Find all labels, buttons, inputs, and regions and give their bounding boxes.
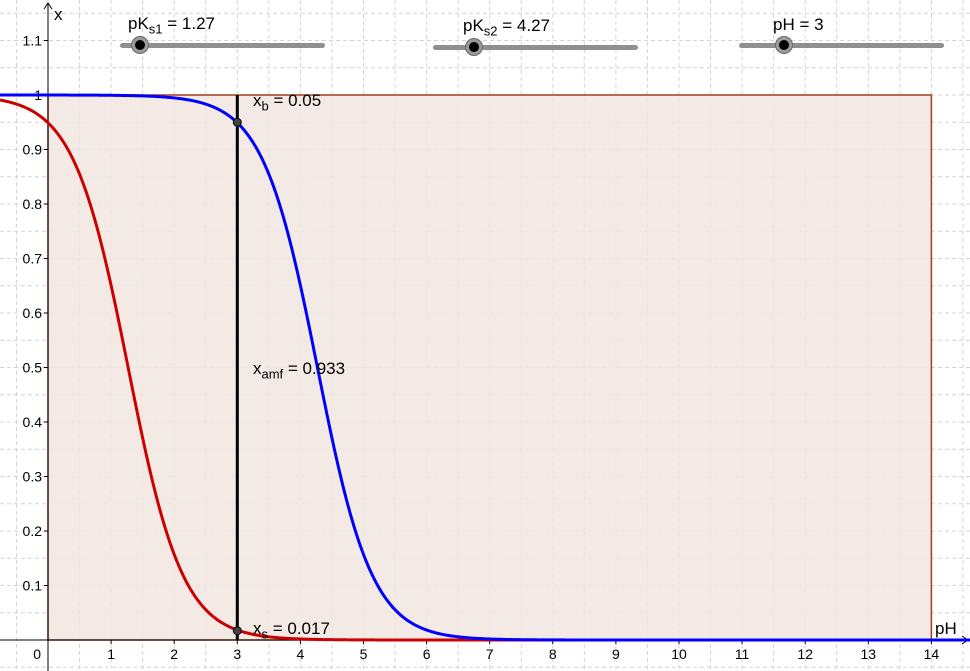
x-tick-label: 8 [549, 646, 557, 662]
slider-pks1-knob[interactable] [132, 37, 148, 53]
y-tick-label: 0.1 [23, 578, 43, 594]
y-tick-label: 0.3 [23, 469, 43, 485]
x-tick-label: 13 [861, 646, 877, 662]
label-xb: xb = 0.05 [253, 91, 321, 113]
slider-pks2-knob[interactable] [466, 39, 482, 55]
slider-ph-label-text: pH = 3 [773, 15, 824, 34]
slider-pks2-track[interactable] [433, 45, 638, 50]
y-tick-label: 1.1 [23, 33, 43, 49]
y-tick-label: 0.6 [23, 305, 43, 321]
x-tick-label: 12 [797, 646, 813, 662]
point-xs[interactable] [232, 626, 242, 636]
y-tick-label: 0.2 [23, 523, 43, 539]
slider-ph-track[interactable] [739, 43, 944, 48]
x-tick-label: 4 [297, 646, 305, 662]
x-tick-label: 3 [233, 646, 241, 662]
origin-label: 0 [33, 646, 41, 662]
y-axis-label: x [54, 5, 63, 24]
x-tick-label: 11 [735, 646, 750, 662]
slider-pks2-label: pKs2 = 4.27 [463, 16, 550, 38]
label-xs-sub: s [261, 626, 269, 642]
slider-pks1-label-value: = 1.27 [162, 14, 215, 33]
point-xb[interactable] [232, 117, 242, 127]
x-tick-label: 6 [423, 646, 431, 662]
y-tick-label: 0.7 [23, 251, 43, 267]
label-xs-value: = 0.017 [268, 619, 330, 638]
x-tick-label: 14 [924, 646, 940, 662]
y-tick-label: 0.9 [23, 142, 43, 158]
slider-pks2-label-value: = 4.27 [497, 16, 550, 35]
label-xamf-main: x [253, 359, 262, 378]
x-tick-label: 7 [486, 646, 494, 662]
slider-pks2[interactable] [433, 35, 638, 65]
label-xamf-value: = 0.933 [283, 359, 346, 378]
label-xs: xs = 0.017 [253, 619, 330, 641]
x-tick-label: 5 [360, 646, 368, 662]
slider-ph[interactable] [739, 33, 944, 63]
y-tick-label: 0.8 [23, 196, 43, 212]
slider-pks1-label-sub: s1 [148, 21, 163, 37]
slider-ph-label: pH = 3 [773, 15, 824, 35]
y-tick-label: 0.5 [23, 360, 43, 376]
label-xb-value: = 0.05 [268, 91, 322, 110]
slider-pks2-label-main: pK [463, 16, 484, 35]
label-xamf-sub: amf [261, 366, 284, 382]
x-axis-label: pH [935, 619, 957, 638]
slider-pks1-track[interactable] [120, 43, 325, 48]
x-tick-label: 10 [671, 646, 687, 662]
slider-pks2-label-sub: s2 [483, 23, 498, 39]
blue-curve-xb[interactable] [0, 93, 970, 642]
x-tick-label: 1 [107, 646, 115, 662]
slider-ph-knob[interactable] [776, 37, 792, 53]
slider-pks1-label-main: pK [128, 14, 149, 33]
shaded-region [47, 94, 933, 641]
x-tick-label: 2 [170, 646, 178, 662]
label-xs-main: x [253, 619, 262, 638]
label-xb-main: x [253, 91, 262, 110]
y-tick-label: 0.4 [23, 414, 43, 430]
x-tick-label: 9 [612, 646, 620, 662]
axis-ticks: 1 2 3 4 5 6 7 8 9 10 11 12 13 140.10.20.30.40.50.60.7… [23, 33, 940, 663]
slider-pks1-label: pKs1 = 1.27 [128, 14, 215, 36]
label-xamf: xamf = 0.933 [253, 359, 345, 381]
slider-pks1[interactable] [120, 33, 325, 63]
label-xb-sub: b [261, 98, 269, 114]
